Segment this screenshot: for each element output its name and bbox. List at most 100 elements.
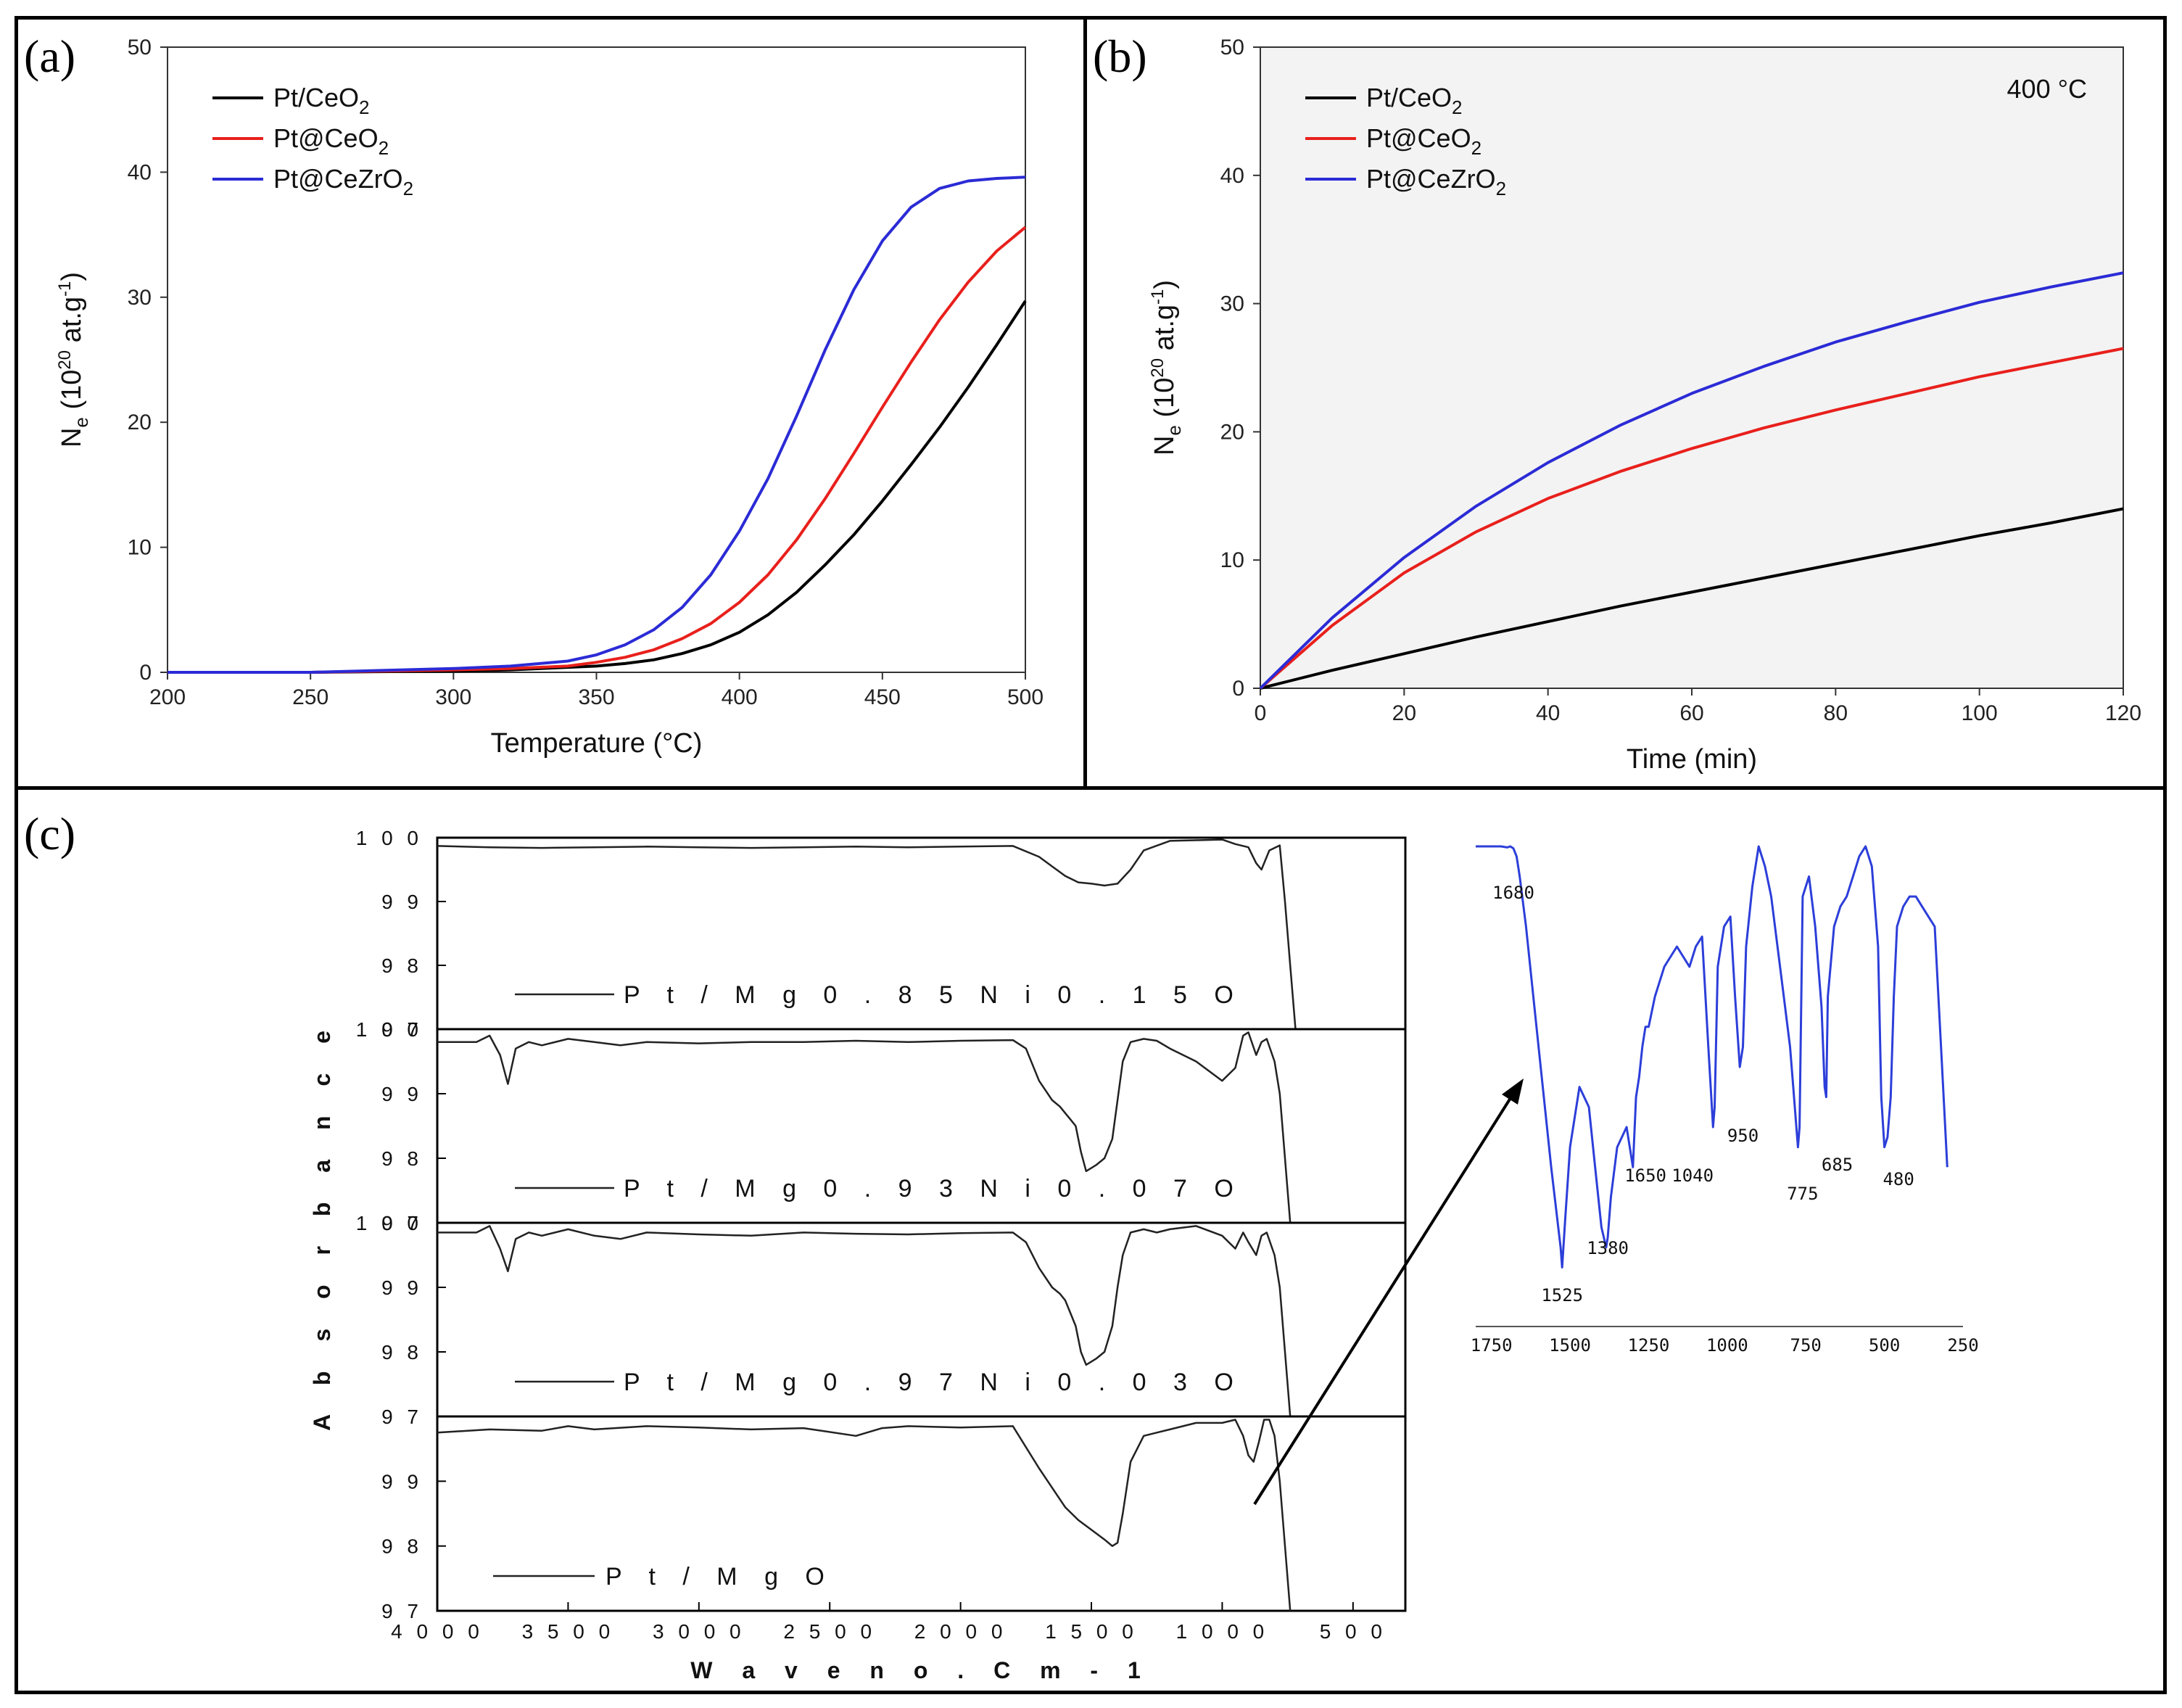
legend-label: Pt@CeZrO2 bbox=[273, 164, 413, 199]
series-line bbox=[1259, 271, 2124, 690]
y-tick-label: 40 bbox=[128, 160, 152, 184]
inset-x-tick-label: 1250 bbox=[1628, 1335, 1670, 1356]
y-tick-label: 10 bbox=[128, 536, 152, 560]
y-tick-label: 50 bbox=[1220, 36, 1244, 59]
x-tick-label: 2 0 0 0 bbox=[914, 1620, 1007, 1643]
spectrum-line bbox=[437, 1225, 1292, 1417]
x-tick-label: 250 bbox=[292, 685, 328, 709]
y-tick-label-overlap: 9 7 bbox=[381, 1018, 423, 1041]
inset-x-tick-label: 250 bbox=[1947, 1335, 1978, 1356]
x-tick-label: 60 bbox=[1679, 701, 1703, 725]
inset-x-tick-label: 500 bbox=[1869, 1335, 1900, 1356]
inset-x-tick-label: 750 bbox=[1790, 1335, 1822, 1356]
series-line bbox=[168, 300, 1027, 674]
y-tick-label-overlap: 9 7 bbox=[381, 1212, 423, 1234]
inset-peak-label: 685 bbox=[1822, 1155, 1853, 1175]
y-tick-label: 1 0 0 bbox=[356, 1212, 423, 1234]
y-tick-label: 1 0 0 bbox=[356, 827, 423, 849]
y-tick-label-overlap: 9 7 bbox=[381, 1406, 423, 1428]
temperature-annotation: 400 °C bbox=[2007, 74, 2087, 104]
plot-background bbox=[1260, 47, 2123, 688]
x-tick-label: 3 5 0 0 bbox=[522, 1620, 615, 1643]
inset-peak-label: 480 bbox=[1883, 1169, 1914, 1189]
y-tick-label: 9 7 bbox=[381, 1600, 423, 1622]
arrow-line bbox=[1253, 1097, 1512, 1506]
x-tick-label: 4 0 0 0 bbox=[391, 1620, 484, 1643]
inset-spectrum-line bbox=[1476, 845, 1948, 1268]
y-axis-label: Ne (1020 at.g-1) bbox=[55, 272, 92, 447]
series-line bbox=[168, 226, 1027, 674]
x-tick-label: 100 bbox=[1962, 701, 1998, 725]
y-tick-label: 10 bbox=[1220, 548, 1244, 572]
x-axis-label: W a v e n o . C m - 1 bbox=[690, 1657, 1152, 1683]
panel-a: (a) 200 250 300 350 400 450 500 0 10 20 30 40 50 Temp… bbox=[15, 16, 1088, 791]
y-tick-label: 1 0 0 bbox=[356, 1018, 423, 1041]
y-tick-label: 9 9 bbox=[381, 891, 423, 913]
panel-b-label: (b) bbox=[1093, 30, 1147, 82]
spectrum-line bbox=[437, 1419, 1292, 1612]
y-tick-label: 9 9 bbox=[381, 1276, 423, 1299]
y-tick-label: 0 bbox=[1232, 677, 1244, 701]
series-line bbox=[1260, 507, 2124, 690]
panel-b: (b) 0 20 40 60 80 100 120 0 10 20 30 40 50 Time (min)… bbox=[1083, 16, 2167, 791]
panel-c: (c) 1 0 0 9 9 9 8 9 7 P t / M g 0 . 8 5 N i … bbox=[15, 786, 2167, 1694]
inset-peak-label: 1525 bbox=[1541, 1285, 1583, 1305]
x-tick-label: 80 bbox=[1824, 701, 1848, 725]
inset-peak-label: 1380 bbox=[1587, 1238, 1629, 1258]
legend-label: P t / M g 0 . 8 5 N i 0 . 1 5 O bbox=[624, 981, 1244, 1009]
legend-label: Pt/CeO2 bbox=[1366, 83, 1463, 118]
y-tick-label: 9 8 bbox=[381, 1147, 423, 1170]
legend-label: P t / M g O bbox=[606, 1563, 835, 1591]
x-axis-label: Temperature (°C) bbox=[491, 728, 703, 759]
y-tick-label: 30 bbox=[1220, 292, 1244, 316]
inset-peak-label: 1650 bbox=[1624, 1166, 1666, 1186]
legend-label: Pt@CeO2 bbox=[273, 123, 389, 159]
arrow-head bbox=[1502, 1078, 1524, 1105]
x-tick-label: 5 0 0 bbox=[1320, 1620, 1387, 1643]
spectrum-line bbox=[437, 1031, 1292, 1224]
x-tick-label: 200 bbox=[149, 685, 186, 709]
legend-label: Pt@CeZrO2 bbox=[1366, 164, 1506, 199]
spectrum-frame bbox=[436, 1415, 1407, 1612]
y-tick-label: 9 8 bbox=[381, 1535, 423, 1558]
chart-a: (a) 200 250 300 350 400 450 500 0 10 20 30 40 50 Temp… bbox=[24, 30, 1044, 759]
inset-x-tick-label: 1500 bbox=[1549, 1335, 1591, 1356]
inset-peak-label: 950 bbox=[1727, 1126, 1759, 1146]
series-line bbox=[1259, 347, 2124, 690]
chart-c: (c) 1 0 0 9 9 9 8 9 7 P t / M g 0 . 8 5 N i … bbox=[24, 808, 1979, 1683]
x-tick-label: 1 0 0 0 bbox=[1176, 1620, 1269, 1643]
y-axis-label: Ne (1020 at.g-1) bbox=[1148, 280, 1185, 455]
inset-peak-label: 1680 bbox=[1492, 883, 1534, 903]
legend-label: Pt@CeO2 bbox=[1366, 123, 1481, 159]
x-tick-label: 2 5 0 0 bbox=[783, 1620, 876, 1643]
x-tick-label: 500 bbox=[1007, 685, 1044, 709]
y-tick-label: 40 bbox=[1220, 164, 1244, 188]
inset-peak-label: 775 bbox=[1787, 1184, 1818, 1204]
x-tick-label: 120 bbox=[2105, 701, 2141, 725]
legend-label: P t / M g 0 . 9 3 N i 0 . 0 7 O bbox=[624, 1175, 1244, 1202]
x-tick-label: 350 bbox=[578, 685, 614, 709]
x-axis-label: Time (min) bbox=[1627, 744, 1757, 775]
x-tick-label: 0 bbox=[1255, 701, 1267, 725]
x-tick-label: 3 0 0 0 bbox=[653, 1620, 745, 1643]
y-tick-label: 50 bbox=[128, 36, 152, 59]
x-tick-label: 1 5 0 0 bbox=[1045, 1620, 1138, 1643]
y-tick-label: 20 bbox=[1220, 420, 1244, 444]
chart-b: (b) 0 20 40 60 80 100 120 0 10 20 30 40 50 Time (min)… bbox=[1093, 30, 2141, 775]
spectrum-line bbox=[437, 838, 1297, 1030]
y-tick-label: 20 bbox=[128, 411, 152, 434]
inset-peak-label: 1040 bbox=[1671, 1166, 1714, 1186]
panel-a-label: (a) bbox=[24, 30, 75, 82]
inset-x-tick-label: 1000 bbox=[1706, 1335, 1748, 1356]
y-tick-label: 0 bbox=[139, 661, 152, 685]
y-axis-label: A b s o r b a n c e bbox=[309, 1019, 335, 1431]
y-tick-label: 9 9 bbox=[381, 1083, 423, 1105]
series-line bbox=[168, 176, 1026, 674]
x-tick-label: 20 bbox=[1392, 701, 1416, 725]
x-tick-label: 400 bbox=[722, 685, 758, 709]
legend-label: Pt/CeO2 bbox=[273, 83, 370, 118]
panel-c-label: (c) bbox=[24, 808, 75, 859]
legend-label: P t / M g 0 . 9 7 N i 0 . 0 3 O bbox=[624, 1369, 1244, 1396]
y-tick-label: 9 8 bbox=[381, 954, 423, 977]
y-tick-label: 9 8 bbox=[381, 1341, 423, 1363]
